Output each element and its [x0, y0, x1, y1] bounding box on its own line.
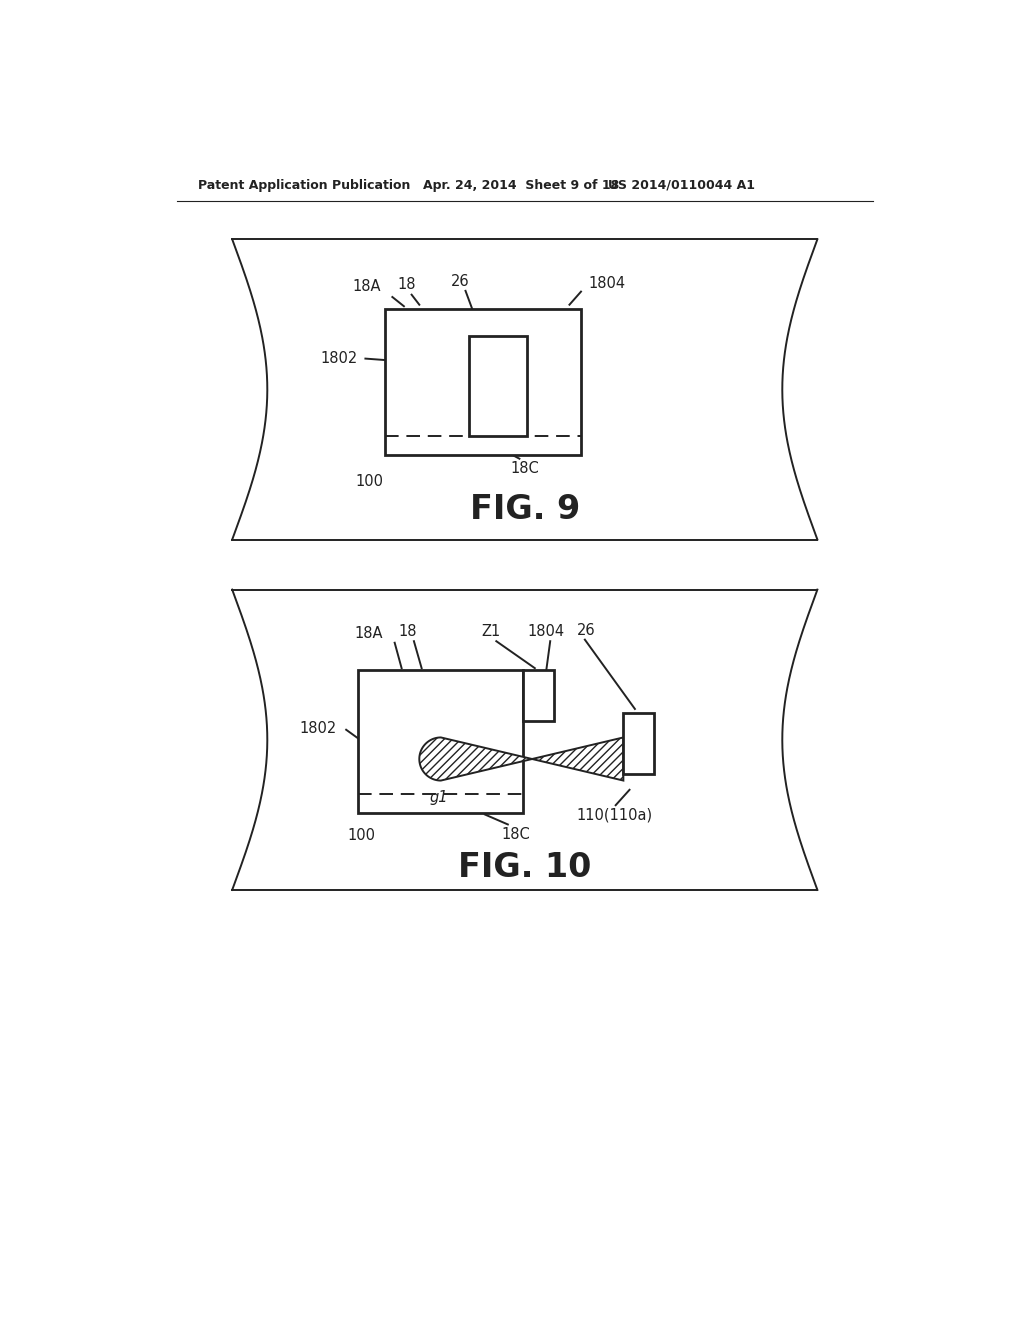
Text: 100: 100 [347, 829, 376, 843]
Text: Patent Application Publication: Patent Application Publication [199, 178, 411, 191]
Text: 18: 18 [397, 277, 416, 292]
Text: 1804: 1804 [589, 276, 626, 290]
Bar [523, 671, 554, 721]
Text: 26: 26 [578, 623, 596, 638]
Text: Apr. 24, 2014  Sheet 9 of 18: Apr. 24, 2014 Sheet 9 of 18 [423, 178, 620, 191]
Text: 18: 18 [398, 624, 417, 639]
Text: 26: 26 [451, 275, 469, 289]
Bar [469, 335, 527, 436]
Text: 18C: 18C [501, 826, 530, 842]
Text: 100: 100 [355, 474, 383, 490]
Text: FIG. 9: FIG. 9 [470, 494, 580, 527]
Text: 18A: 18A [354, 626, 383, 642]
Bar [624, 713, 654, 775]
Text: g1: g1 [429, 789, 447, 805]
Bar [357, 671, 523, 813]
Text: Z1: Z1 [481, 624, 501, 639]
Text: 1802: 1802 [300, 721, 337, 735]
Polygon shape [419, 738, 624, 780]
Text: 1804: 1804 [527, 624, 565, 639]
Text: 1802: 1802 [321, 351, 357, 366]
Text: US 2014/0110044 A1: US 2014/0110044 A1 [608, 178, 755, 191]
Bar [385, 309, 581, 455]
Text: 110(110a): 110(110a) [577, 808, 652, 822]
Text: FIG. 10: FIG. 10 [458, 851, 592, 884]
Text: 18C: 18C [510, 461, 540, 477]
Text: 18A: 18A [352, 279, 381, 294]
